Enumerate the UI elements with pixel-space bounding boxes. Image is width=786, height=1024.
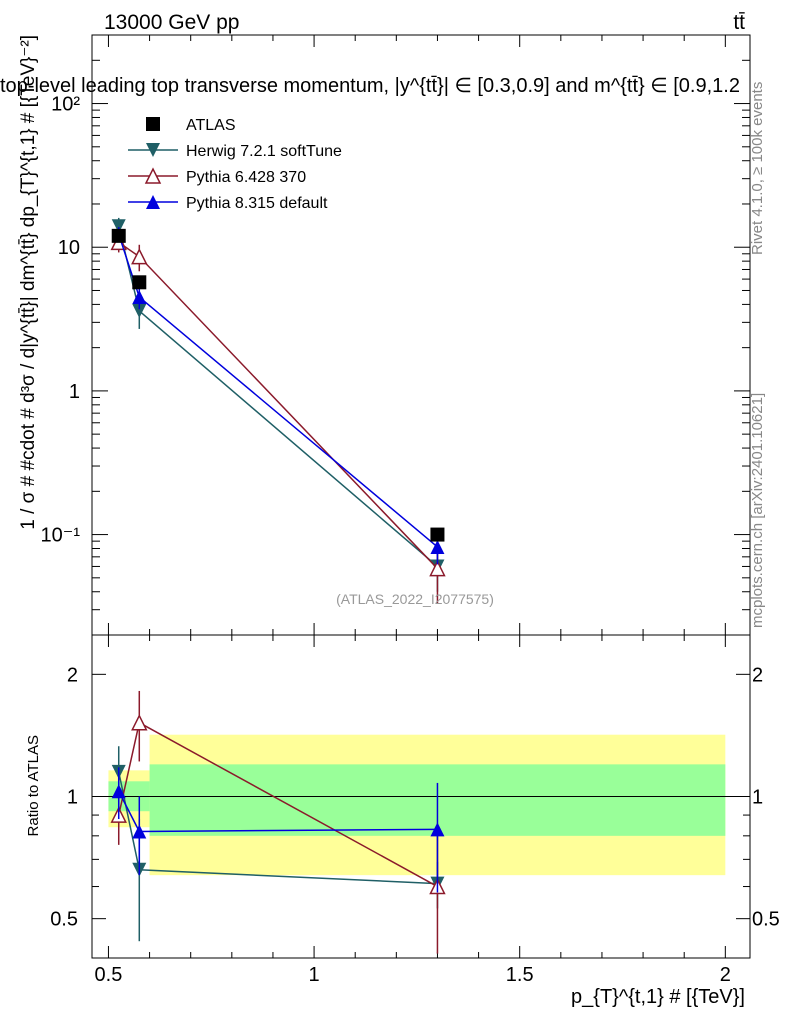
ratio-y-tick-label-right: 2 <box>752 664 763 686</box>
data-point <box>111 228 126 243</box>
energy-label: 13000 GeV pp <box>104 11 239 34</box>
data-point <box>429 559 446 577</box>
mcplots-side-label: mcplots.cern.ch [arXiv:2401.10621] <box>749 393 766 628</box>
x-tick-label: 1.5 <box>506 964 534 986</box>
main-y-axis-label: 1 / σ # #cdot # d³σ / d|y^{tt̄}| dm^{tt̄… <box>18 35 39 530</box>
tick-labels-layer: 0.5 1 1.5 2 10⁻¹ 1 10 10² 0.5 0.5 1 1 2 2 <box>41 94 780 986</box>
ratio-y-tick-label-left: 1 <box>67 787 78 809</box>
ratio-y-tick-label-left: 2 <box>67 664 78 686</box>
data-point <box>132 824 147 839</box>
series-line <box>118 226 438 568</box>
y-tick-label: 10² <box>51 94 80 116</box>
data-point <box>146 143 160 157</box>
legend-entry-label: Herwig 7.2.1 softTune <box>186 143 342 160</box>
data-point <box>132 275 147 290</box>
legend-entry-label: Pythia 6.428 370 <box>186 169 306 186</box>
data-point <box>131 247 148 265</box>
plot-title: top-level leading top transverse momentu… <box>0 75 740 97</box>
rivet-side-label: Rivet 4.1.0, ≥ 100k events <box>749 82 766 255</box>
ratio-series-layer <box>110 690 446 954</box>
legend-entry-label: ATLAS <box>186 117 236 134</box>
data-point <box>131 714 148 731</box>
data-point <box>146 195 160 209</box>
x-tick-label: 1 <box>309 964 320 986</box>
analysis-id: (ATLAS_2022_I2077575) <box>336 591 494 607</box>
ratio-y-tick-label-right: 1 <box>752 787 763 809</box>
data-point <box>111 784 126 799</box>
x-tick-label: 2 <box>720 964 731 986</box>
data-point <box>430 539 445 554</box>
main-series-layer <box>110 217 446 604</box>
process-label: tt̄ <box>733 11 745 34</box>
data-point <box>144 167 162 184</box>
data-point <box>132 303 147 318</box>
x-axis-label: p_{T}^{t,1} # [{TeV}] <box>571 986 745 1008</box>
ratio-y-axis-label: Ratio to ATLAS <box>25 735 42 836</box>
y-tick-label: 10⁻¹ <box>41 525 81 547</box>
series-line <box>118 241 438 570</box>
data-point <box>111 219 126 234</box>
ratio-y-tick-label-right: 0.5 <box>752 909 780 931</box>
ratio-y-tick-label-left: 0.5 <box>50 909 78 931</box>
y-tick-label: 1 <box>69 381 80 403</box>
data-point <box>146 117 160 131</box>
legend-entry-label: Pythia 8.315 default <box>186 195 328 212</box>
ratio-bands <box>92 734 750 876</box>
y-tick-label: 10 <box>58 237 80 259</box>
data-point <box>430 822 445 837</box>
data-point <box>132 290 147 305</box>
axis-ticks <box>92 34 750 959</box>
x-tick-label: 0.5 <box>95 964 123 986</box>
legend: ATLAS Herwig 7.2.1 softTune Pythia 6.428 3… <box>128 117 342 212</box>
series-line <box>118 234 438 548</box>
data-point <box>430 527 445 542</box>
